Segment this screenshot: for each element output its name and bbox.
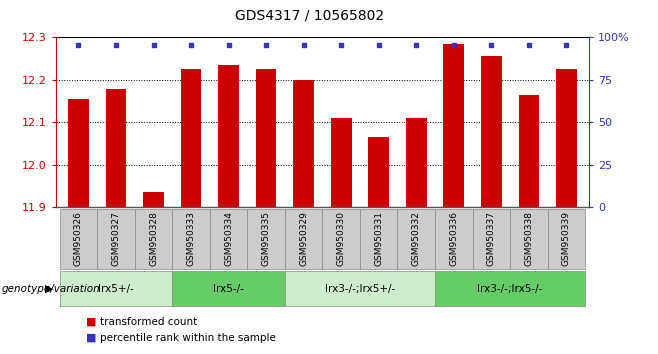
Text: GSM950333: GSM950333 <box>187 211 195 267</box>
Text: ▶: ▶ <box>45 284 53 293</box>
Text: transformed count: transformed count <box>100 317 197 327</box>
Text: GSM950326: GSM950326 <box>74 211 83 267</box>
Text: GSM950332: GSM950332 <box>412 211 420 267</box>
Text: genotype/variation: genotype/variation <box>1 284 100 293</box>
Text: ■: ■ <box>86 317 96 327</box>
Bar <box>218 65 239 207</box>
Text: GSM950339: GSM950339 <box>562 211 571 267</box>
Bar <box>406 118 426 207</box>
Text: GSM950328: GSM950328 <box>149 211 158 267</box>
Bar <box>481 56 501 207</box>
Text: percentile rank within the sample: percentile rank within the sample <box>100 333 276 343</box>
Text: GSM950331: GSM950331 <box>374 211 383 267</box>
Bar <box>556 69 576 207</box>
Bar <box>256 69 276 207</box>
Text: lrx3-/-;lrx5+/-: lrx3-/-;lrx5+/- <box>325 284 395 293</box>
Text: ■: ■ <box>86 333 96 343</box>
Bar <box>68 99 89 207</box>
Bar <box>331 118 351 207</box>
Bar <box>443 44 464 207</box>
Text: GDS4317 / 10565802: GDS4317 / 10565802 <box>235 9 384 23</box>
Text: GSM950330: GSM950330 <box>337 211 345 267</box>
Text: lrx3-/-;lrx5-/-: lrx3-/-;lrx5-/- <box>478 284 543 293</box>
Text: GSM950337: GSM950337 <box>487 211 496 267</box>
Text: lrx5+/-: lrx5+/- <box>98 284 134 293</box>
Text: GSM950338: GSM950338 <box>524 211 534 267</box>
Bar <box>181 69 201 207</box>
Text: GSM950334: GSM950334 <box>224 211 233 267</box>
Bar <box>293 80 314 207</box>
Text: lrx5-/-: lrx5-/- <box>213 284 244 293</box>
Text: GSM950329: GSM950329 <box>299 211 308 267</box>
Text: GSM950327: GSM950327 <box>111 211 120 267</box>
Text: GSM950336: GSM950336 <box>449 211 458 267</box>
Bar <box>143 192 164 207</box>
Text: GSM950335: GSM950335 <box>262 211 270 267</box>
Bar <box>519 95 539 207</box>
Bar <box>106 89 126 207</box>
Bar <box>368 137 389 207</box>
